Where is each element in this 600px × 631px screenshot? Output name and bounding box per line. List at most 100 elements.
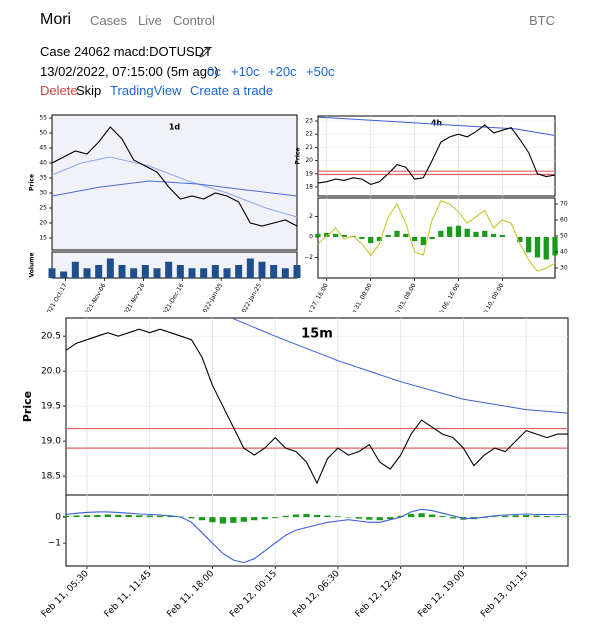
volume-bar: [176, 265, 184, 278]
skip-link[interactable]: Skip: [76, 83, 102, 98]
volume-bar: [235, 265, 243, 278]
chart-title: 1d: [169, 123, 181, 132]
volume-bar: [106, 258, 114, 278]
macd-bar: [198, 517, 206, 521]
macd-bar: [303, 513, 310, 518]
macd-bar: [219, 517, 227, 524]
macd-bar: [324, 232, 330, 237]
y-tick-label: 2: [309, 213, 313, 220]
offset-link[interactable]: 0c: [207, 64, 221, 79]
y2-tick-label: 40: [560, 249, 568, 256]
volume-bar: [118, 265, 126, 278]
tradingview-link[interactable]: TradingView: [110, 83, 182, 98]
macd-bar: [282, 515, 289, 518]
macd-bar: [385, 234, 391, 237]
macd-bar: [94, 515, 101, 518]
nav-right[interactable]: BTC: [529, 13, 555, 28]
macd-bar: [376, 236, 383, 242]
create-trade-link[interactable]: Create a trade: [190, 83, 274, 98]
y-tick-label: 20: [305, 157, 313, 164]
offset-link[interactable]: +10c: [231, 64, 260, 79]
macd-bar: [332, 233, 339, 237]
macd-bar: [473, 231, 479, 237]
y-tick-label: −2: [304, 254, 313, 261]
offset-link[interactable]: +20c: [268, 64, 297, 79]
macd-bar: [554, 516, 561, 518]
volume-bar: [165, 261, 173, 278]
volume-bar: [48, 268, 56, 278]
macd-bar: [526, 236, 532, 253]
macd-bar: [397, 515, 404, 518]
macd-bar: [324, 515, 331, 518]
macd-bar: [355, 517, 362, 519]
nav-link[interactable]: Cases: [90, 13, 127, 28]
macd-bar: [447, 226, 453, 237]
brand[interactable]: Mori: [40, 11, 72, 28]
macd-line: [65, 508, 568, 564]
macd-bar: [387, 517, 394, 520]
volume-bar: [83, 268, 91, 278]
macd-bar: [368, 236, 374, 244]
macd-bar: [491, 516, 498, 518]
macd-bar: [136, 515, 143, 518]
macd-bar: [73, 515, 80, 518]
macd-bar: [345, 517, 352, 518]
macd-bar: [543, 236, 549, 260]
edit-icon[interactable]: [198, 45, 212, 59]
macd-bar: [490, 233, 497, 237]
macd-bar: [251, 517, 258, 521]
chart-title: 15m: [301, 326, 333, 341]
y-tick-label: 0: [55, 513, 61, 523]
y-tick-label: 35: [39, 175, 47, 182]
y2-tick-label: 70: [560, 201, 568, 208]
macd-bar: [334, 516, 342, 518]
y-tick-label: 18: [305, 184, 313, 191]
case-time: 13/02/2022, 07:15:00 (5m ago): [40, 64, 219, 79]
macd-bar: [439, 516, 446, 518]
macd-bar: [564, 516, 572, 518]
macd-bar: [533, 515, 540, 518]
y-tick-label: 20.0: [41, 367, 61, 377]
macd-bar: [240, 517, 247, 522]
nav-link[interactable]: Live: [138, 13, 162, 28]
rsi-line: [317, 200, 556, 272]
delete-link[interactable]: Delete: [40, 83, 78, 98]
y2-tick-label: 60: [560, 217, 568, 224]
volume-bar: [141, 265, 149, 278]
y-tick-label: 55: [39, 115, 47, 122]
macd-bar: [167, 516, 174, 518]
sub-panel: [65, 494, 569, 567]
volume-bar: [246, 258, 254, 278]
price-line: [65, 328, 568, 485]
macd-bar: [502, 515, 509, 518]
volume-bar: [71, 261, 79, 278]
macd-bar: [482, 230, 488, 237]
volume-bar: [60, 271, 68, 278]
moving-average: [317, 116, 556, 136]
y-tick-label: 22: [305, 131, 313, 138]
chart-title: 4h: [431, 119, 443, 128]
y-tick-label: 25: [39, 205, 47, 212]
y-tick-label: 20.5: [41, 332, 61, 342]
macd-bar: [115, 514, 122, 518]
macd-bar: [438, 230, 444, 237]
macd-bar: [188, 517, 195, 519]
price-line: [51, 126, 298, 227]
volume-bar: [200, 268, 208, 278]
macd-bar: [261, 517, 268, 520]
offset-link[interactable]: +50c: [306, 64, 335, 79]
macd-bar: [464, 228, 470, 237]
y2-tick-label: 50: [560, 233, 568, 240]
macd-bar: [534, 236, 541, 258]
macd-bar: [552, 236, 558, 256]
y-tick-label: 23: [305, 118, 313, 125]
macd-bar: [366, 517, 373, 520]
volume-bar: [211, 265, 219, 278]
macd-bar: [411, 236, 418, 242]
macd-bar: [272, 517, 279, 519]
macd-bar: [512, 515, 519, 518]
nav-link[interactable]: Control: [173, 13, 215, 28]
price-panel: [65, 317, 569, 496]
macd-bar: [455, 225, 462, 237]
